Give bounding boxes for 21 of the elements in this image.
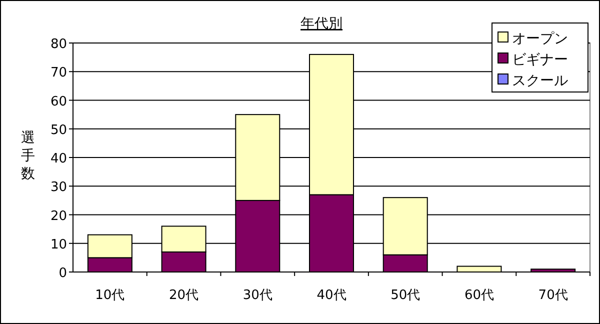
x-tick-label: 60代 [464,288,494,303]
legend-label: オープン [512,31,568,47]
legend-label: ビギナー [512,52,568,68]
y-tick-label: 80 [50,37,67,52]
x-tick-label: 50代 [390,288,420,303]
x-tick-label: 70代 [538,288,568,303]
x-tick-label: 10代 [95,288,125,303]
y-tick-label: 40 [50,152,67,166]
x-tick-label: 30代 [242,288,272,303]
y-tick-label: 60 [50,94,67,110]
y-tick-label: 20 [50,208,67,224]
x-tick-label: 20代 [169,288,199,303]
x-tick-label: 40代 [316,288,346,303]
y-tick-label: 70 [50,66,67,81]
y-tick-label: 30 [50,180,67,196]
legend-label: スクール [512,73,568,89]
y-axis-title: 選手数 [21,130,35,182]
y-tick-label: 10 [50,237,67,252]
chart-title: 年代別 [300,16,342,32]
y-tick-label: 50 [50,122,67,138]
y-tick-label: 0 [58,266,67,281]
